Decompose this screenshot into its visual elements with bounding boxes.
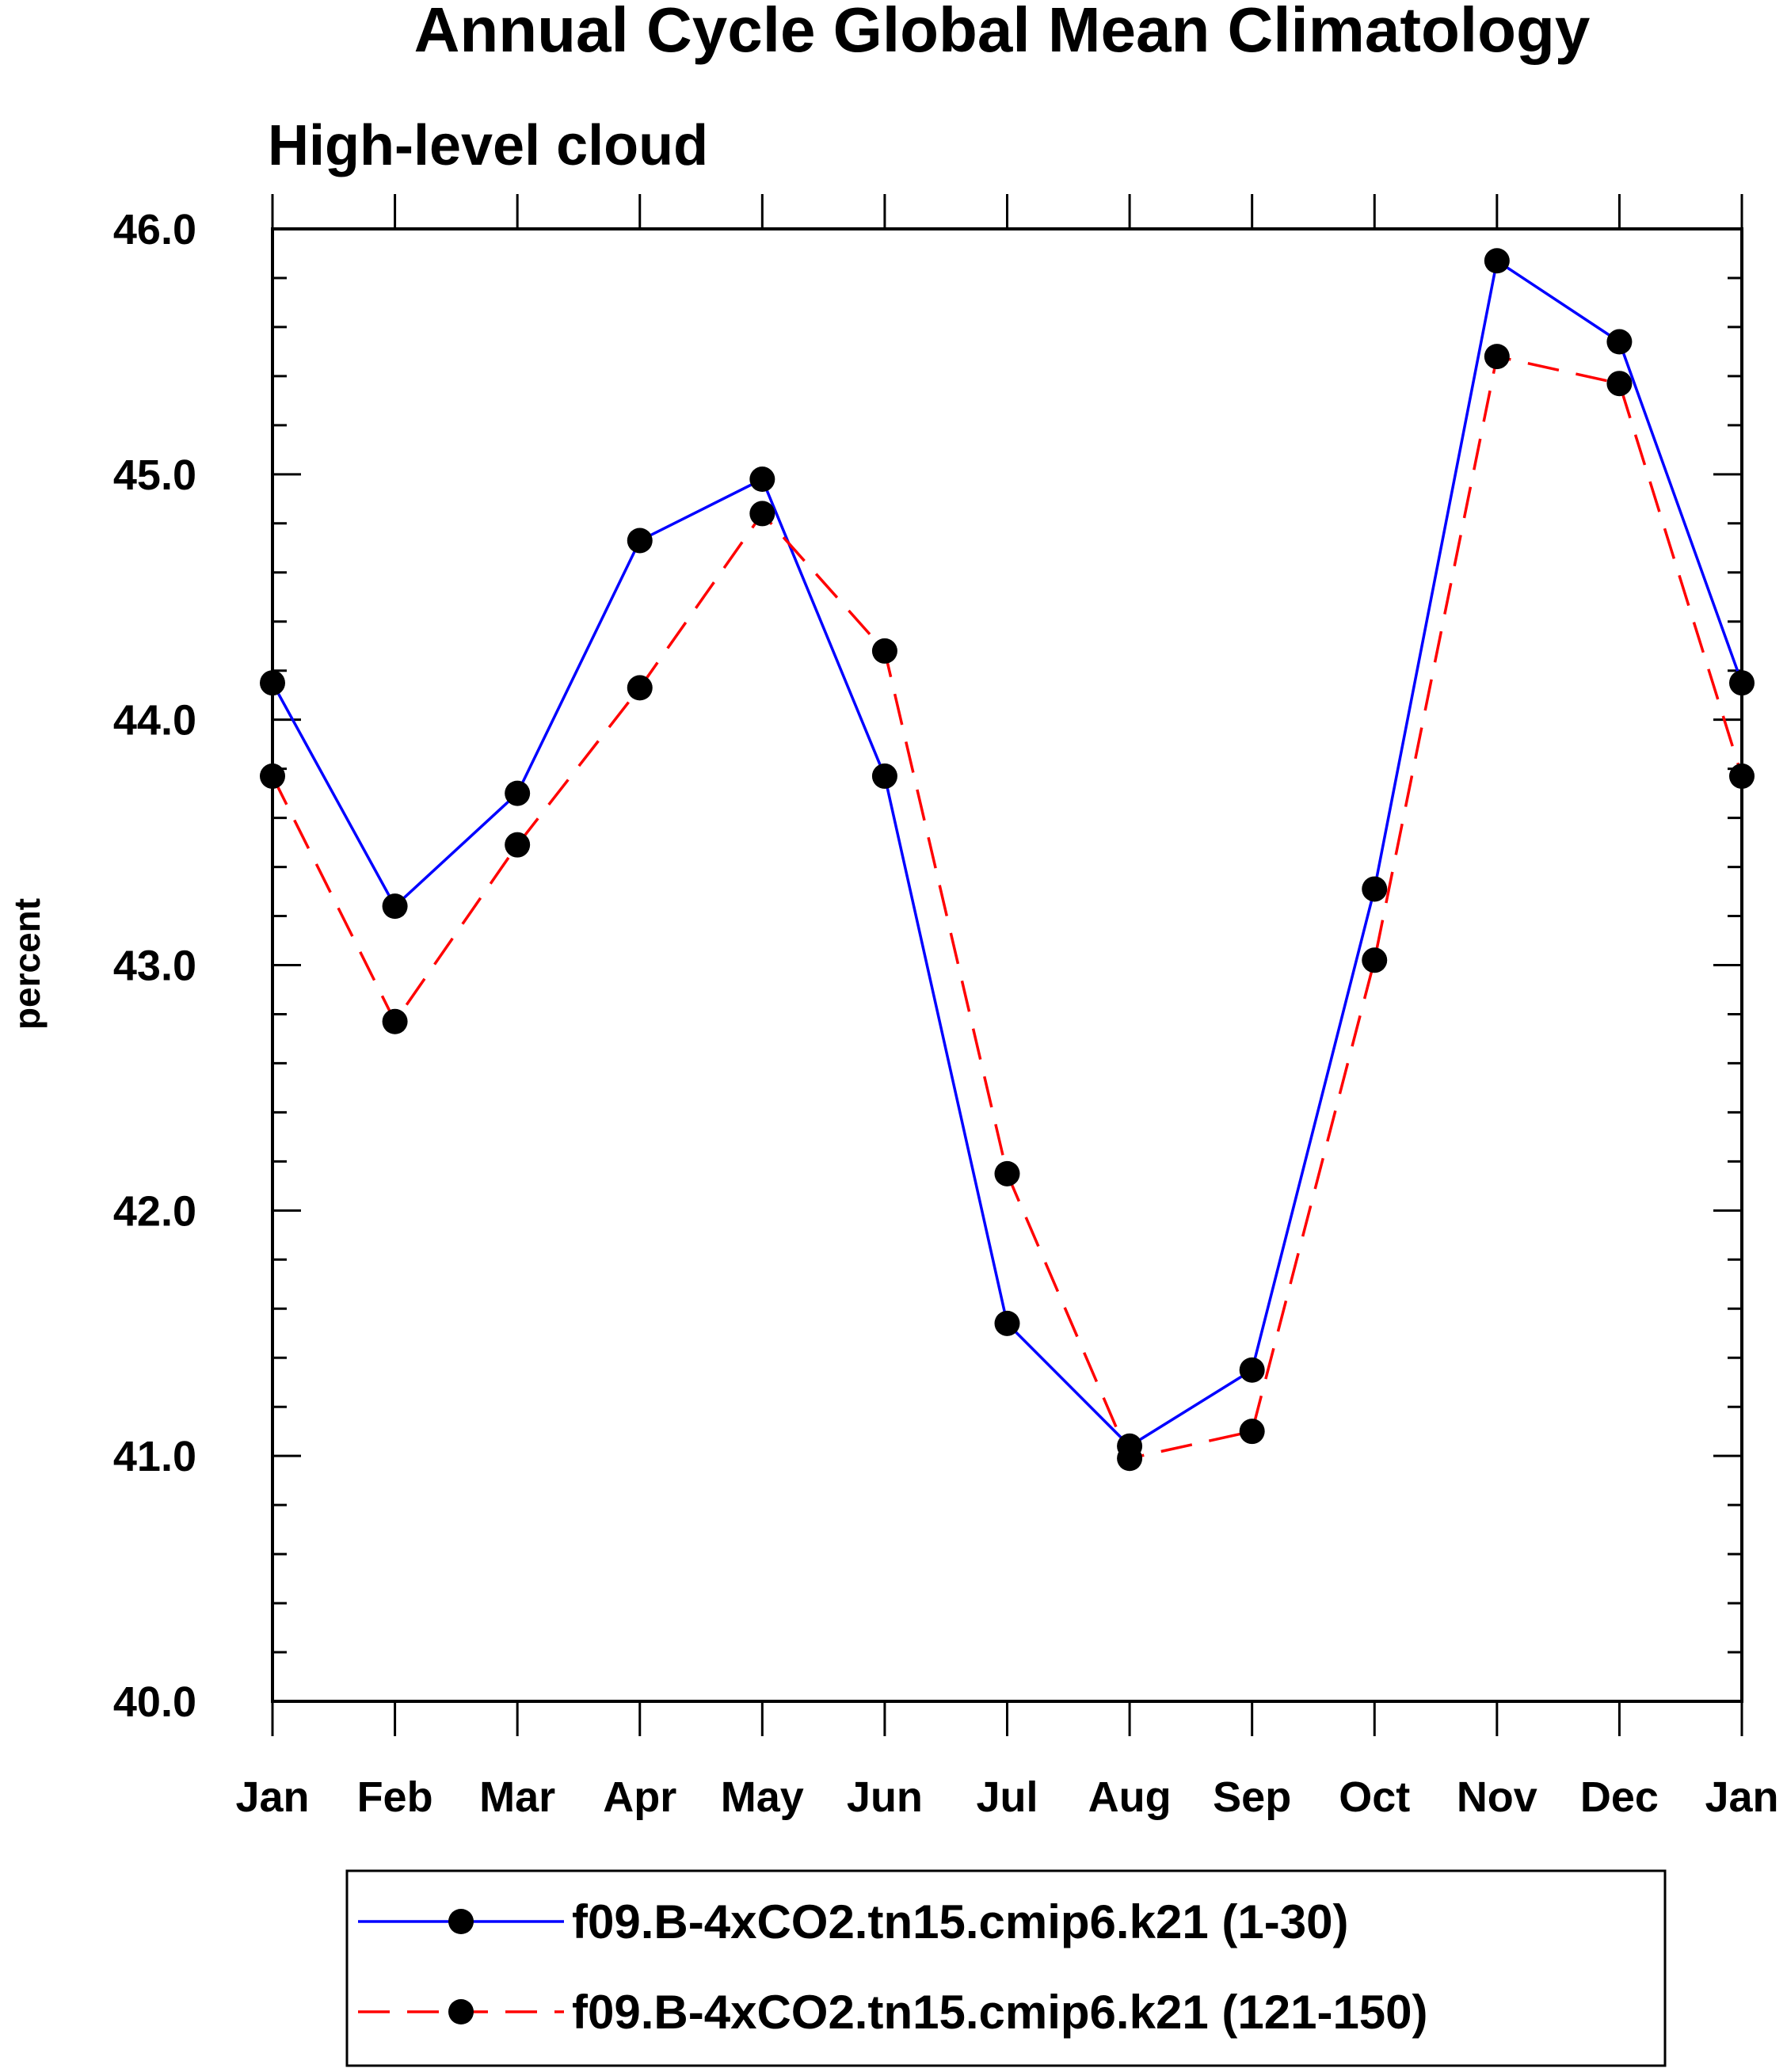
x-tick-label: Jul <box>976 1773 1038 1821</box>
series-1-point <box>505 780 531 806</box>
chart-title: Annual Cycle Global Mean Climatology <box>414 0 1591 65</box>
series-2-point <box>871 638 897 664</box>
x-tick-label: Sep <box>1213 1773 1291 1821</box>
series-1-point <box>1484 248 1510 274</box>
plot-frame <box>271 227 1743 1703</box>
x-tick-label: Aug <box>1088 1773 1172 1821</box>
series-1-point <box>1239 1357 1265 1383</box>
x-tick-labels: Jan Feb Mar Apr May Jun Jul Aug Sep Oct Nov Dec Jan <box>235 1773 1778 1821</box>
axis-ticks <box>271 194 1743 1736</box>
plot-series <box>260 248 1755 1472</box>
series-line-2 <box>271 355 1743 1461</box>
legend: f09.B-4xCO2.tn15.cmip6.k21 (1-30) f09.B-4… <box>345 1869 1667 2067</box>
series-2-point <box>994 1160 1020 1186</box>
y-tick-label: 44.0 <box>113 697 196 745</box>
x-tick-label: Feb <box>357 1773 433 1821</box>
legend-label-1: f09.B-4xCO2.tn15.cmip6.k21 (1-30) <box>572 1895 1348 1948</box>
legend-marker-2 <box>448 1999 474 2024</box>
y-tick-label: 46.0 <box>113 206 196 253</box>
series-2-point <box>627 675 653 701</box>
y-tick-label: 45.0 <box>113 451 196 499</box>
x-tick-label: Dec <box>1580 1773 1659 1821</box>
x-tick-label: Oct <box>1339 1773 1410 1821</box>
y-tick-label: 43.0 <box>113 943 196 990</box>
y-axis-label: percent <box>6 898 48 1030</box>
series-1-point <box>1362 876 1388 902</box>
series-2-point <box>1484 344 1510 370</box>
legend-box <box>345 1869 1667 2067</box>
series-1-point <box>382 893 408 920</box>
x-tick-label: Apr <box>603 1773 676 1821</box>
series-2-point <box>505 832 531 858</box>
x-tick-label: Jan <box>1705 1773 1778 1821</box>
x-tick-label: Jan <box>235 1773 309 1821</box>
y-tick-label: 42.0 <box>113 1187 196 1235</box>
x-tick-label: Jun <box>847 1773 923 1821</box>
legend-items: f09.B-4xCO2.tn15.cmip6.k21 (1-30) f09.B-4… <box>358 1895 1428 2039</box>
y-tick-label: 41.0 <box>113 1433 196 1480</box>
series-1-point <box>871 763 897 789</box>
series-2-point <box>1606 371 1633 397</box>
chart-subtitle: High-level cloud <box>268 114 708 177</box>
series-2-point <box>749 501 775 527</box>
x-tick-label: Nov <box>1457 1773 1537 1821</box>
y-tick-label: 40.0 <box>113 1678 196 1726</box>
series-1-point <box>994 1310 1020 1336</box>
series-2-point <box>1362 947 1388 973</box>
x-tick-label: Mar <box>479 1773 555 1821</box>
y-tick-labels: 40.0 41.0 42.0 43.0 44.0 45.0 46.0 <box>113 206 196 1726</box>
series-2-point <box>382 1008 408 1034</box>
series-1-point <box>749 467 775 493</box>
series-line-1 <box>271 258 1743 1448</box>
x-tick-label: May <box>721 1773 804 1821</box>
series-2-point <box>1239 1419 1265 1445</box>
series-1-point <box>1606 329 1633 355</box>
legend-label-2: f09.B-4xCO2.tn15.cmip6.k21 (121-150) <box>572 1986 1428 2039</box>
series-2-point <box>1117 1445 1143 1472</box>
series-1-point <box>627 528 653 554</box>
legend-marker-1 <box>448 1909 474 1934</box>
